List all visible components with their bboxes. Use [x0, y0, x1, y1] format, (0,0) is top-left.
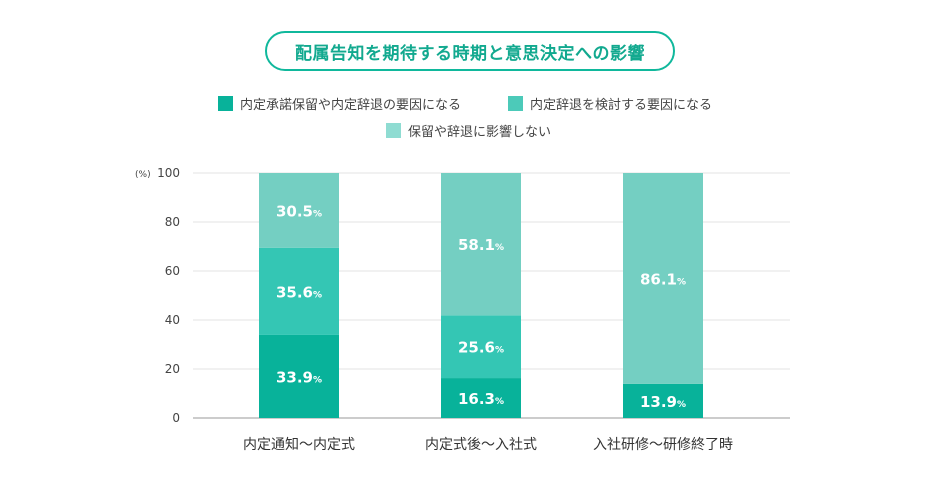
- bar-segment: [259, 173, 339, 248]
- x-tick-label: 内定式後〜入社式: [425, 437, 537, 453]
- data-label: 30.5%: [276, 202, 322, 220]
- chart-title: 配属告知を期待する時期と意思決定への影響: [265, 31, 675, 71]
- y-tick-label: 0: [172, 411, 180, 425]
- legend-label-no-impact: 保留や辞退に影響しない: [408, 125, 552, 140]
- bar-segment: [441, 315, 521, 379]
- data-label: 33.9%: [276, 368, 322, 386]
- bar-segment: [259, 334, 339, 418]
- bar-segment: [623, 383, 703, 418]
- legend-label-decline-hold: 内定承諾保留や内定辞退の要因になる: [240, 98, 462, 113]
- y-tick-label: 60: [165, 264, 180, 278]
- y-axis-unit: (%): [135, 170, 151, 180]
- y-tick-label: 80: [165, 215, 180, 229]
- bar-segment: [441, 378, 521, 418]
- data-label: 58.1%: [458, 236, 504, 254]
- bar-segment: [259, 247, 339, 335]
- legend-item-no-impact: 保留や辞退に影響しない: [386, 121, 551, 140]
- data-label: 13.9%: [640, 393, 686, 411]
- legend-swatch-consider-decline: [508, 96, 523, 111]
- data-label: 35.6%: [276, 283, 322, 301]
- y-tick-label: 40: [165, 313, 180, 327]
- bar-segment: [623, 173, 703, 384]
- y-tick-label: 20: [165, 362, 180, 376]
- data-label: 25.6%: [458, 339, 504, 357]
- y-tick-label: 100: [157, 166, 180, 180]
- data-label: 16.3%: [458, 390, 504, 408]
- x-tick-label: 入社研修〜研修終了時: [593, 437, 733, 453]
- bar-segment: [441, 173, 521, 316]
- legend-item-consider-decline: 内定辞退を検討する要因になる: [508, 94, 712, 113]
- x-tick-label: 内定通知〜内定式: [243, 436, 355, 453]
- legend-swatch-decline-hold: [218, 96, 233, 111]
- legend-swatch-no-impact: [386, 123, 401, 138]
- data-label: 86.1%: [640, 270, 686, 288]
- legend-label-consider-decline: 内定辞退を検討する要因になる: [530, 98, 713, 113]
- legend-item-decline-hold: 内定承諾保留や内定辞退の要因になる: [218, 94, 461, 113]
